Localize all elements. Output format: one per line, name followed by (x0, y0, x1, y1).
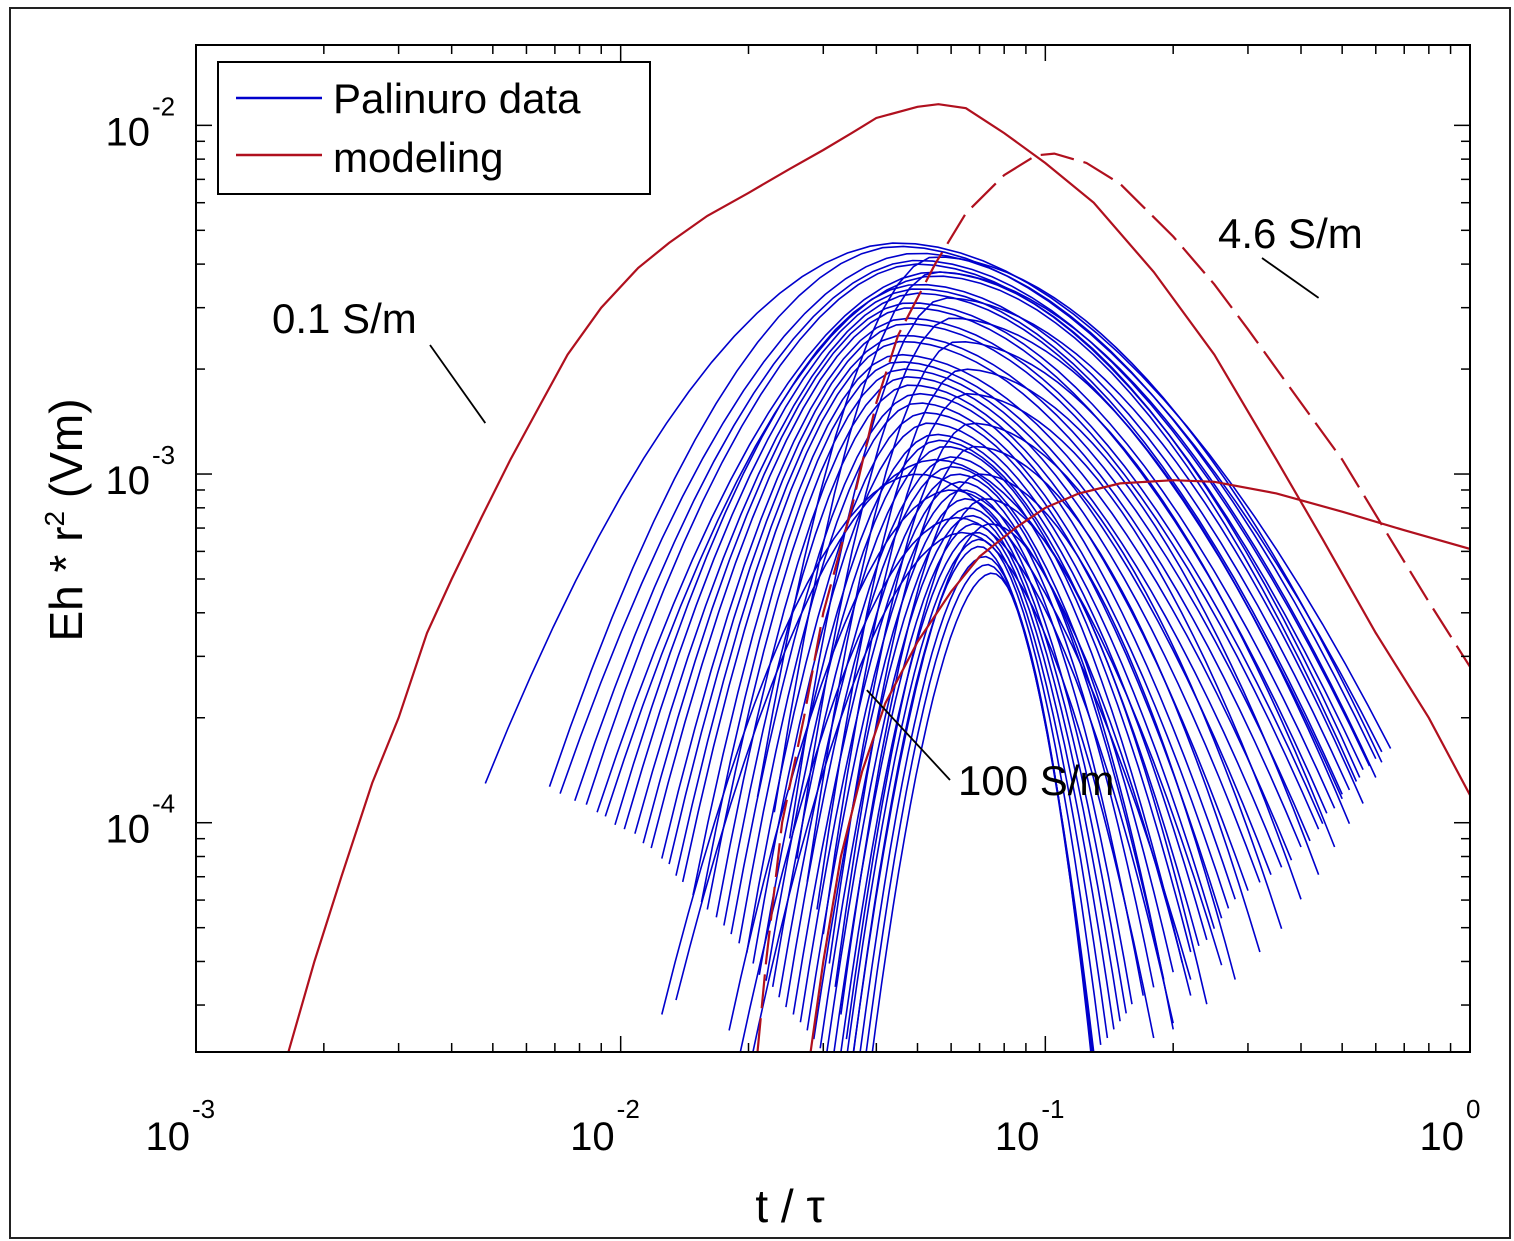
palinuro-curve (840, 473, 1236, 1015)
x-tick-exp: -3 (192, 1094, 215, 1124)
palinuro-curve (484, 242, 1392, 784)
palinuro-curve (756, 256, 1383, 798)
annotation-0-1-s-m: 0.1 S/m (272, 295, 487, 424)
y-axis-title-exp: 2 (39, 511, 70, 527)
y-tick-base: 10 (106, 808, 151, 852)
palinuro-curve (661, 473, 1192, 1015)
legend-label-modeling: modeling (333, 134, 503, 181)
annotation-text: 100 S/m (958, 757, 1114, 804)
annotation-leader-line (1261, 257, 1320, 299)
x-tick-label: 10-3 (146, 1094, 216, 1159)
annotation-100-s-m: 100 S/m (866, 689, 1114, 804)
palinuro-curve (706, 368, 1272, 910)
annotation-leader-line (866, 689, 951, 781)
palinuro-curve (846, 538, 1102, 1052)
annotation-text: 0.1 S/m (272, 295, 417, 342)
palinuro-curve (675, 334, 1311, 876)
x-axis-title: t / τ (755, 1180, 824, 1232)
palinuro-curve (739, 516, 1174, 1052)
palinuro-curve (773, 271, 1377, 813)
palinuro-curve (806, 340, 1336, 883)
x-tick-exp: -1 (1041, 1094, 1064, 1124)
x-tick-exp: -2 (617, 1094, 640, 1124)
annotation-leader-line (429, 344, 487, 424)
x-tick-label: 10-1 (995, 1094, 1065, 1159)
x-tick-label: 10-2 (570, 1094, 640, 1159)
palinuro-curve (728, 489, 1192, 1031)
y-tick-label: 10-2 (106, 91, 176, 154)
palinuro-curve (692, 353, 1293, 896)
palinuro-curve (834, 445, 1261, 988)
palinuro-curve (574, 259, 1371, 802)
palinuro-curve (826, 514, 1121, 1052)
plot-frame (195, 44, 1471, 1053)
palinuro-curve (700, 361, 1283, 903)
y-tick-label: 10-3 (106, 440, 176, 503)
palinuro-curve (681, 340, 1302, 883)
model-curves-layer (287, 103, 1470, 1052)
model-curve-100-s-m (809, 479, 1470, 1052)
palinuro-curve (715, 375, 1261, 918)
y-axis-title-post: (Vm) (40, 398, 92, 510)
legend-label-palinuro: Palinuro data (333, 75, 581, 122)
palinuro-curve (661, 317, 1324, 859)
x-tick-base: 10 (146, 1115, 191, 1159)
x-tick-label: 100 (1420, 1094, 1481, 1159)
palinuro-curve (752, 531, 1155, 1052)
palinuro-curve (730, 392, 1236, 935)
palinuro-curve (806, 489, 1144, 1031)
palinuro-curve (871, 572, 1092, 1052)
palinuro-curve (792, 473, 1165, 1015)
palinuro-curve (796, 317, 1351, 859)
x-tick-base: 10 (1420, 1115, 1465, 1159)
palinuro-curve (585, 263, 1364, 805)
y-tick-exp: -4 (152, 789, 175, 819)
y-axis-title-text: Eh * r2 (Vm) (39, 398, 92, 641)
plot-area (196, 45, 1470, 1052)
palinuro-data-layer (484, 242, 1392, 1052)
palinuro-curve (852, 523, 1174, 1052)
y-axis-title-pre: Eh * r (40, 526, 92, 641)
palinuro-curve (833, 522, 1115, 1052)
legend: Palinuro data modeling (217, 61, 651, 195)
x-tick-base: 10 (995, 1115, 1040, 1159)
palinuro-curve (614, 283, 1351, 826)
legend-box (217, 61, 651, 195)
outer-border (9, 7, 1511, 1239)
palinuro-curve (604, 275, 1358, 817)
annotation-4-6-s-m: 4.6 S/m (1218, 210, 1363, 299)
plot-background (196, 45, 1470, 1052)
y-tick-exp: -3 (152, 440, 175, 470)
y-axis-title: Eh * r2 (Vm) (39, 398, 92, 641)
x-tick-base: 10 (570, 1115, 615, 1159)
palinuro-curve (548, 245, 1383, 787)
model-curve-4-6-s-m (756, 152, 1470, 1052)
palinuro-curve (745, 411, 1223, 954)
y-tick-label: 10-4 (106, 789, 176, 852)
annotations-layer: 0.1 S/m 4.6 S/m 100 S/m (272, 210, 1363, 804)
palinuro-curve (828, 422, 1283, 964)
palinuro-curve (822, 392, 1302, 935)
annotation-text: 4.6 S/m (1218, 210, 1363, 257)
y-tick-exp: -2 (152, 91, 175, 121)
x-tick-exp: 0 (1466, 1094, 1480, 1124)
palinuro-curve (788, 297, 1364, 839)
model-curve-0-1-s-m (287, 103, 1470, 1052)
palinuro-curve (668, 322, 1320, 865)
y-tick-base: 10 (106, 110, 151, 154)
palinuro-curve (771, 445, 1192, 988)
y-tick-base: 10 (106, 459, 151, 503)
palinuro-curve (675, 458, 1223, 1001)
palinuro-curve (813, 497, 1133, 1040)
